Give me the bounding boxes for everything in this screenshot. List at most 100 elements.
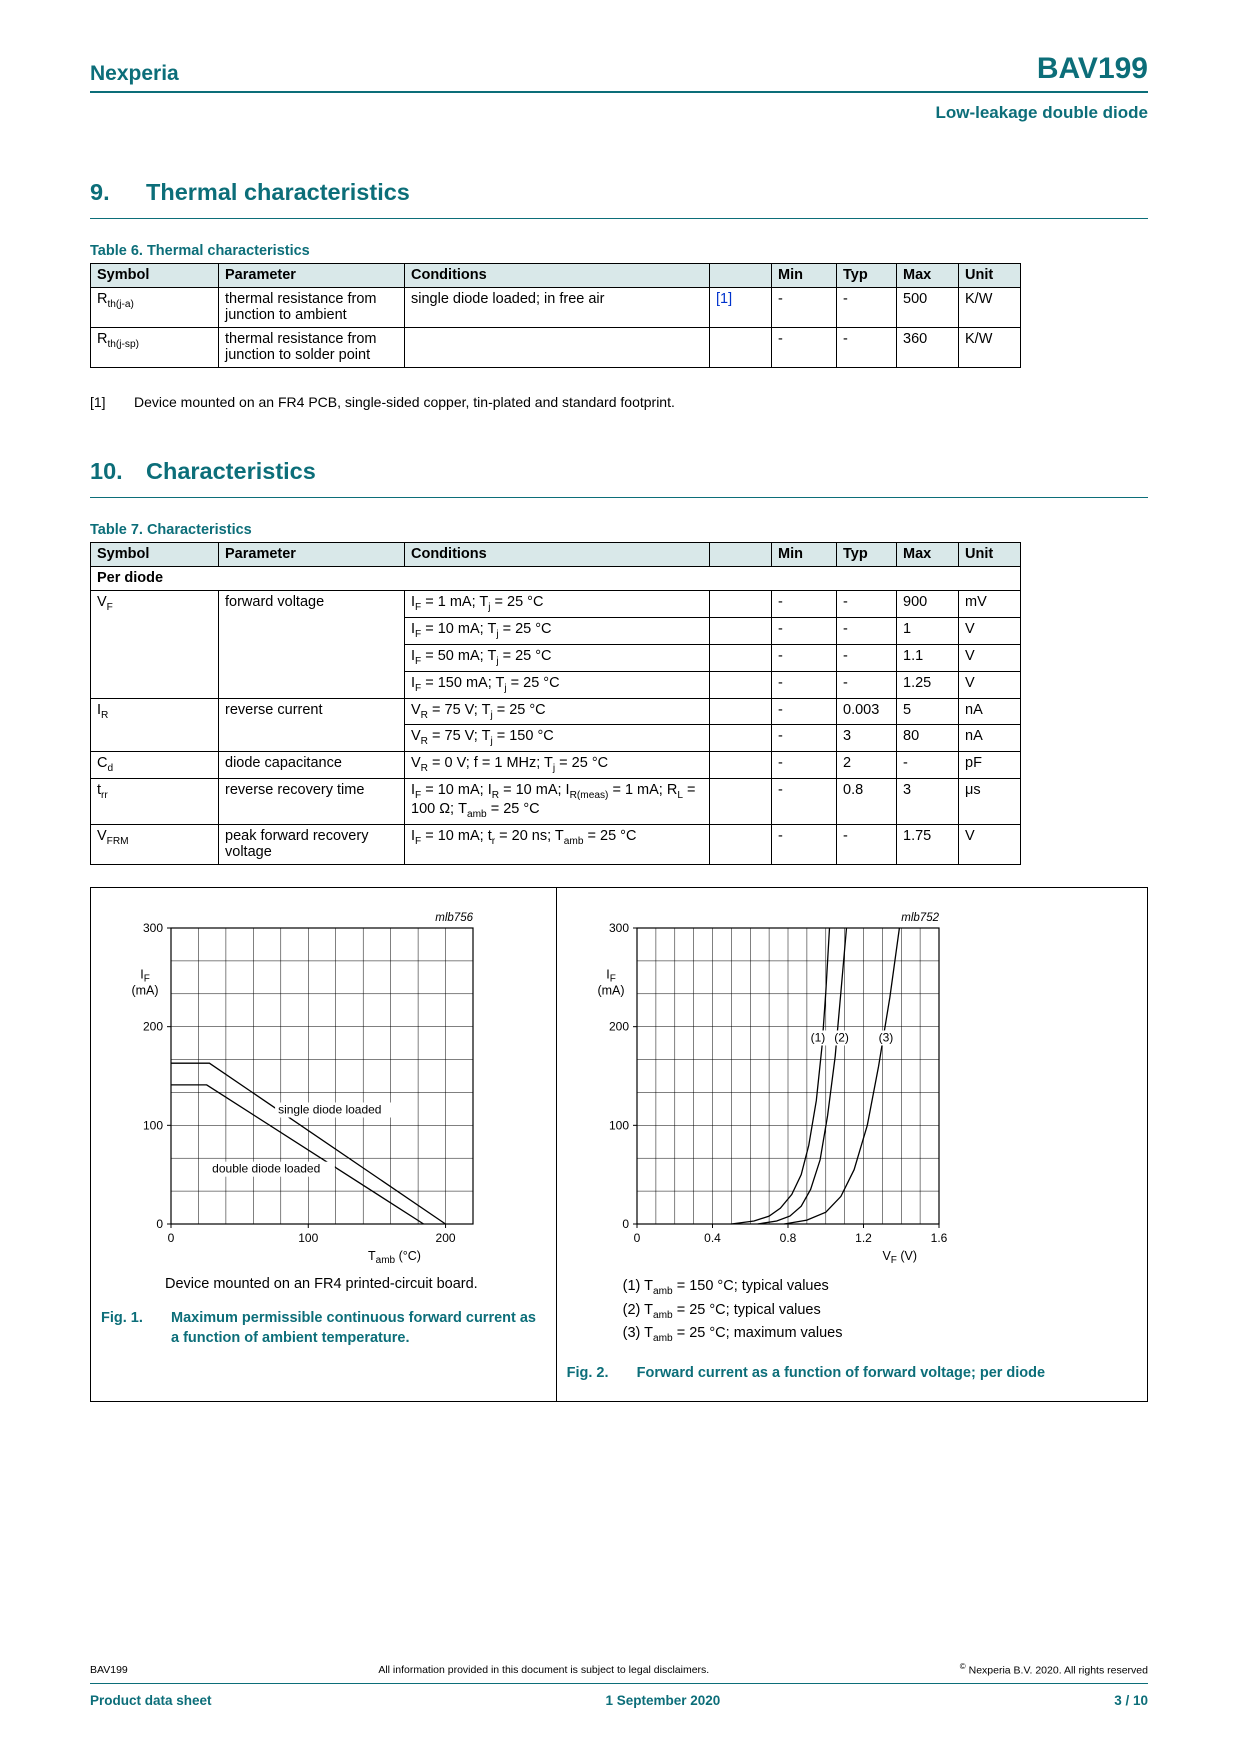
- fig2-caption: Forward current as a function of forward…: [636, 1364, 1046, 1381]
- table-cell: 1: [896, 616, 959, 645]
- part-number: BAV199: [1036, 52, 1148, 85]
- svg-text:double diode loaded: double diode loaded: [212, 1162, 320, 1176]
- document-header: Nexperia BAV199: [90, 52, 1148, 86]
- table-row: Per diode: [90, 566, 1021, 591]
- footer-rule: [90, 1683, 1148, 1684]
- table-cell: 1.25: [896, 670, 959, 699]
- svg-text:(1): (1): [810, 1030, 825, 1044]
- table-cell: IF = 10 mA; Tj = 25 °C: [404, 616, 710, 645]
- table-cell: 80: [896, 724, 959, 753]
- table-cell: nA: [958, 697, 1021, 726]
- svg-text:0: 0: [622, 1217, 629, 1231]
- svg-text:0: 0: [156, 1217, 163, 1231]
- table-row: IF = 10 mA; Tj = 25 °C - -1 V: [91, 616, 1021, 645]
- fig2-note-line: (3) Tamb = 25 °C; maximum values: [622, 1325, 843, 1345]
- table-cell: μs: [958, 778, 1021, 826]
- table-cell: -: [771, 590, 837, 618]
- table-cell: -: [771, 616, 837, 645]
- footer-main-row: Product data sheet 1 September 2020 3 / …: [90, 1693, 1148, 1708]
- table-cell: pF: [958, 751, 1021, 780]
- column-header: Unit: [958, 263, 1021, 288]
- table-cell: [709, 590, 772, 618]
- column-header: Typ: [836, 263, 897, 288]
- svg-text:100: 100: [143, 1118, 163, 1132]
- fig1-caption-row: Fig. 1. Maximum permissible continuous f…: [91, 1308, 556, 1349]
- table-cell: [709, 724, 772, 753]
- table-cell: mV: [958, 590, 1021, 618]
- table-cell: -: [771, 643, 837, 672]
- table-cell: -: [771, 670, 837, 699]
- table-row: Cd diode capacitance VR = 0 V; f = 1 MHz; …: [90, 751, 1021, 780]
- column-header: Min: [771, 542, 837, 567]
- table-cell[interactable]: [1]: [709, 287, 772, 328]
- table-cell: [709, 616, 772, 645]
- table-cell: -: [836, 824, 897, 866]
- table6-caption: Table 6. Thermal characteristics: [90, 243, 310, 259]
- svg-text:(2): (2): [834, 1030, 849, 1044]
- fig1-note: Device mounted on an FR4 printed-circuit…: [165, 1276, 478, 1293]
- svg-text:mlb756: mlb756: [435, 912, 473, 924]
- header-rule: [90, 91, 1148, 93]
- table-cell: -: [896, 751, 959, 780]
- table-row: VF forward voltage IF = 1 mA; Tj = 25 °C - -…: [90, 590, 1021, 699]
- footer-page-num: 3 / 10: [1114, 1693, 1148, 1708]
- table-cell: Per diode: [90, 566, 1021, 591]
- table-cell: 0.003: [836, 697, 897, 726]
- column-header: Parameter: [218, 542, 405, 567]
- fig2-note-line: (2) Tamb = 25 °C; typical values: [622, 1301, 821, 1321]
- svg-text:100: 100: [609, 1118, 629, 1132]
- column-header: Typ: [836, 542, 897, 567]
- table-cell: [709, 751, 772, 780]
- table-cell: [709, 670, 772, 699]
- table-cell: reverse current: [218, 697, 405, 753]
- document-footer: BAV199 All information provided in this …: [90, 1662, 1148, 1708]
- table-row: Rth(j-sp) thermal resistance from junctio…: [90, 327, 1021, 368]
- footer-small-row: BAV199 All information provided in this …: [90, 1662, 1148, 1677]
- section-title: Thermal characteristics: [146, 179, 410, 205]
- section-title: Characteristics: [146, 458, 316, 484]
- table-cell: [709, 643, 772, 672]
- column-header: Parameter: [218, 263, 405, 288]
- fig2-label: Fig. 2.: [566, 1364, 609, 1381]
- table-cell: thermal resistance from junction to ambi…: [218, 287, 405, 328]
- thermal-table: Symbol Parameter Conditions Min Typ Max Unit R…: [90, 263, 1021, 368]
- svg-text:1.2: 1.2: [855, 1231, 872, 1245]
- table-cell: -: [836, 670, 897, 699]
- svg-text:200: 200: [143, 1020, 163, 1034]
- svg-text:0.4: 0.4: [704, 1231, 721, 1245]
- figures-panel: 0 100 200 0 100 200 300 mlb756 IF (mA) Tamb (°C) si…: [90, 887, 1148, 1403]
- footer-doc-id: BAV199: [90, 1664, 128, 1676]
- svg-text:0.8: 0.8: [779, 1231, 796, 1245]
- footnote-ref: [1]: [90, 394, 106, 410]
- svg-text:0: 0: [633, 1231, 640, 1245]
- table-cell: VR = 75 V; Tj = 25 °C: [404, 697, 710, 726]
- table-cell: nA: [958, 724, 1021, 753]
- svg-text:1.6: 1.6: [930, 1231, 947, 1245]
- table-cell: -: [771, 724, 837, 753]
- section-number: 9.: [90, 179, 110, 205]
- column-header: Conditions: [404, 542, 710, 567]
- table-cell: VFRM: [90, 824, 219, 866]
- table-cell: -: [836, 590, 897, 618]
- column-header: Min: [771, 263, 837, 288]
- table-cell: [709, 824, 772, 866]
- table-cell: -: [771, 327, 837, 368]
- column-header: Symbol: [90, 263, 219, 288]
- svg-text:0: 0: [168, 1231, 175, 1245]
- fig2-caption-row: Fig. 2. Forward current as a function of…: [557, 1363, 1147, 1383]
- table-cell: IF = 10 mA; IR = 10 mA; IR(meas) = 1 mA;…: [404, 778, 710, 826]
- table-cell: diode capacitance: [218, 751, 405, 780]
- svg-text:200: 200: [609, 1020, 629, 1034]
- brand-name: Nexperia: [90, 62, 179, 85]
- table-row: IR reverse current VR = 75 V; Tj = 25 °C -0…: [90, 697, 1021, 753]
- fig1-chart: 0 100 200 0 100 200 300 mlb756 IF(mA) Tamb (°C) si…: [131, 912, 473, 1266]
- footnote-link[interactable]: [1]: [716, 291, 733, 307]
- svg-text:Tamb (°C): Tamb (°C): [368, 1249, 421, 1266]
- fig2-chart: 0 0.4 0.8 1.2 1.6 0 100 200 300 mlb752 IF(mA) VF (V…: [597, 912, 947, 1266]
- svg-text:(mA): (mA): [131, 983, 158, 997]
- svg-text:mlb752: mlb752: [901, 912, 939, 924]
- table-cell: [709, 778, 772, 826]
- table-cell: -: [771, 824, 837, 866]
- table-cell: -: [836, 643, 897, 672]
- table-cell: 1.75: [896, 824, 959, 866]
